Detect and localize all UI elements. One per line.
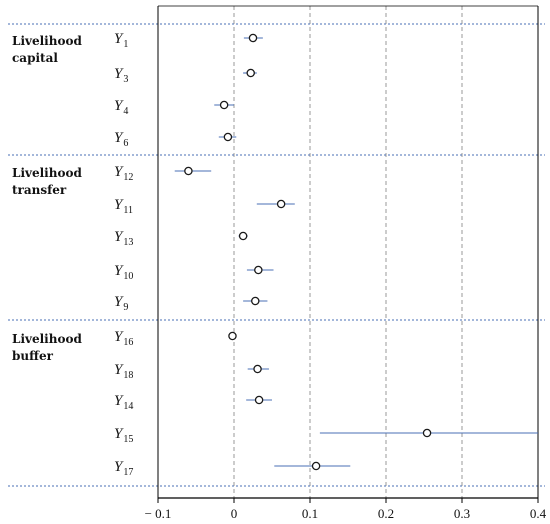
x-tick-label: 0.3 bbox=[454, 506, 470, 521]
variable-symbol: Y bbox=[114, 362, 124, 378]
variable-symbol: Y bbox=[114, 426, 124, 442]
variable-subscript: 10 bbox=[123, 271, 133, 282]
x-tick-label: 0.2 bbox=[378, 506, 394, 521]
estimate-marker bbox=[251, 296, 260, 306]
variable-symbol: Y bbox=[114, 229, 124, 245]
variable-label: Y11 bbox=[114, 197, 133, 216]
variable-symbol: Y bbox=[114, 294, 124, 310]
variable-label: Y15 bbox=[114, 426, 133, 445]
variable-symbol: Y bbox=[114, 31, 124, 47]
x-tick-label: 0 bbox=[231, 506, 238, 521]
variable-subscript: 11 bbox=[123, 205, 133, 216]
x-tick-label: 0.4 bbox=[530, 506, 547, 521]
variable-label: Y3 bbox=[114, 66, 128, 85]
group-label: Livelihood bbox=[12, 332, 82, 346]
variable-symbol: Y bbox=[114, 130, 124, 146]
variable-subscript: 4 bbox=[123, 106, 128, 117]
variable-symbol: Y bbox=[114, 164, 124, 180]
variable-subscript: 13 bbox=[123, 237, 133, 248]
variable-label: Y17 bbox=[114, 459, 133, 478]
estimate-marker bbox=[311, 461, 321, 471]
variable-subscript: 6 bbox=[123, 138, 128, 149]
variable-symbol: Y bbox=[114, 98, 124, 114]
plot-frame bbox=[157, 5, 539, 499]
x-tick-label: − 0.1 bbox=[145, 506, 172, 521]
point-estimates bbox=[184, 33, 432, 471]
variable-symbol: Y bbox=[114, 459, 124, 475]
variable-subscript: 9 bbox=[123, 302, 128, 313]
variable-subscript: 1 bbox=[123, 39, 128, 50]
estimate-marker bbox=[248, 33, 258, 43]
variable-subscript: 16 bbox=[123, 337, 133, 348]
variable-symbol: Y bbox=[114, 329, 124, 345]
variable-subscript: 12 bbox=[123, 172, 133, 183]
variable-symbol: Y bbox=[114, 66, 124, 82]
variable-symbol: Y bbox=[114, 393, 124, 409]
variable-subscript: 14 bbox=[123, 401, 133, 412]
estimate-marker bbox=[223, 132, 233, 142]
variable-subscript: 17 bbox=[123, 467, 133, 478]
variable-label: Y9 bbox=[114, 294, 128, 313]
estimate-marker bbox=[219, 100, 229, 110]
group-label: buffer bbox=[12, 349, 54, 363]
variable-subscript: 3 bbox=[123, 74, 128, 85]
variable-label: Y1 bbox=[114, 31, 128, 50]
variable-label: Y13 bbox=[114, 229, 133, 248]
variable-symbol: Y bbox=[114, 263, 124, 279]
x-axis: − 0.1 0 0.1 0.2 0.3 0.4 bbox=[145, 498, 547, 521]
variable-label: Y14 bbox=[114, 393, 133, 412]
variable-symbol: Y bbox=[114, 197, 124, 213]
variable-label: Y16 bbox=[114, 329, 133, 348]
group-label: Livelihood bbox=[12, 166, 82, 180]
group-label: transfer bbox=[12, 183, 67, 197]
estimate-marker bbox=[228, 331, 237, 341]
gridlines bbox=[233, 6, 463, 498]
group-label: capital bbox=[12, 51, 58, 65]
estimate-marker bbox=[246, 68, 255, 78]
variable-subscript: 15 bbox=[123, 434, 133, 445]
group-labels: Livelihood capital Livelihood transfer Livel… bbox=[12, 34, 82, 363]
variable-label: Y6 bbox=[114, 130, 128, 149]
variable-label: Y18 bbox=[114, 362, 133, 381]
variable-label: Y10 bbox=[114, 263, 133, 282]
estimate-marker bbox=[422, 428, 432, 438]
group-separators bbox=[8, 23, 545, 487]
estimate-marker bbox=[254, 395, 264, 405]
variable-label: Y12 bbox=[114, 164, 133, 183]
group-label: Livelihood bbox=[12, 34, 82, 48]
estimate-marker bbox=[238, 231, 248, 241]
x-tick-label: 0.1 bbox=[302, 506, 318, 521]
estimate-marker bbox=[253, 364, 262, 374]
estimate-marker bbox=[184, 166, 193, 176]
variable-subscript: 18 bbox=[123, 370, 133, 381]
estimate-marker bbox=[254, 265, 263, 275]
estimate-marker bbox=[276, 199, 286, 209]
variable-label: Y4 bbox=[114, 98, 128, 117]
